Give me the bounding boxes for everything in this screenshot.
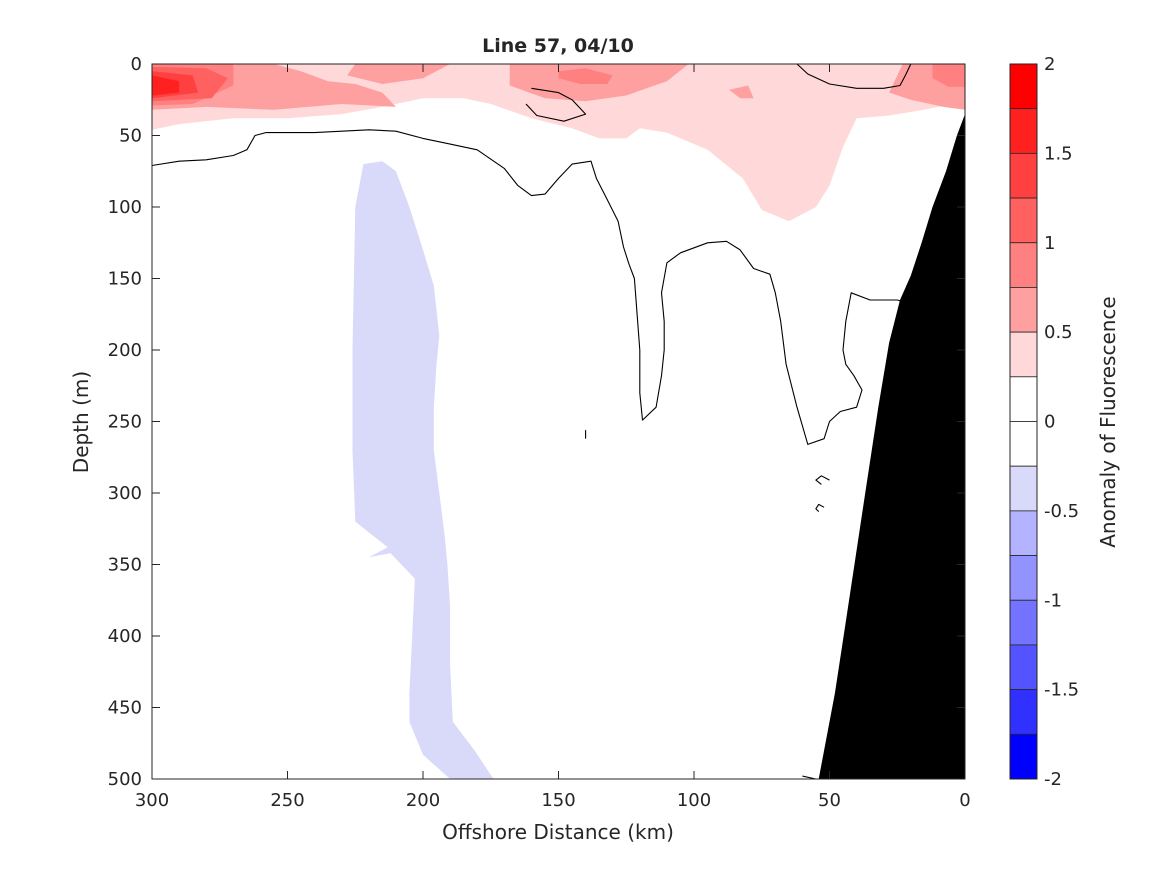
positive-anomaly-0.75-region xyxy=(558,68,613,84)
colorbar-tick-label: -1.5 xyxy=(1044,680,1079,701)
y-tick-label: 100 xyxy=(108,197,142,218)
x-tick-label: 250 xyxy=(270,790,304,811)
colorbar: 2 1.5 1 0.5 0 -0.5 -1 -1.5 -2 xyxy=(1009,54,1079,790)
y-tick-label: 150 xyxy=(108,269,142,290)
colorbar-segment xyxy=(1009,689,1038,735)
colorbar-segment xyxy=(1009,152,1038,199)
colorbar-frame xyxy=(1009,63,1038,780)
x-axis-label: Offshore Distance (km) xyxy=(442,820,674,844)
y-tick-label: 400 xyxy=(108,626,142,647)
colorbar-tick-label: 0.5 xyxy=(1044,322,1073,343)
colorbar-tick-label: -1 xyxy=(1044,590,1062,611)
x-tick-label: 50 xyxy=(818,790,841,811)
negative-anomaly-0.25-region xyxy=(352,161,494,779)
colorbar-segment xyxy=(1009,63,1038,110)
colorbar-segment xyxy=(1009,510,1038,556)
colorbar-segment xyxy=(1009,555,1038,601)
colorbar-segment xyxy=(1009,733,1038,780)
y-tick-label: 450 xyxy=(108,698,142,719)
axis-ticks: 300 250 200 150 100 50 00501001502002503003504… xyxy=(108,54,971,811)
colorbar-segment xyxy=(1009,331,1038,378)
x-tick-label: 300 xyxy=(135,790,169,811)
colorbar-segment xyxy=(1009,108,1038,154)
zero-contour-line xyxy=(796,64,912,89)
y-tick-label: 500 xyxy=(108,769,142,790)
x-tick-label: 100 xyxy=(677,790,711,811)
y-tick-label: 0 xyxy=(131,54,142,75)
zero-contour-line xyxy=(815,503,825,512)
colorbar-tick-label: 1 xyxy=(1044,233,1055,254)
x-tick-label: 0 xyxy=(959,790,970,811)
colorbar-tick-label: -0.5 xyxy=(1044,501,1079,522)
colorbar-segment xyxy=(1009,644,1038,691)
bathymetry-fill xyxy=(818,114,965,779)
colorbar-segment xyxy=(1009,376,1038,422)
colorbar-segment xyxy=(1009,287,1038,333)
y-tick-label: 300 xyxy=(108,483,142,504)
zero-contour-line xyxy=(525,87,587,122)
x-tick-label: 150 xyxy=(541,790,575,811)
positive-anomaly-1.5-region xyxy=(152,75,180,96)
colorbar-segment xyxy=(1009,242,1038,288)
y-tick-label: 250 xyxy=(108,412,142,433)
colorbar-tick-label: 0 xyxy=(1044,412,1055,433)
colorbar-tick-label: 1.5 xyxy=(1044,143,1073,164)
y-tick-label: 50 xyxy=(119,126,142,147)
plot-area xyxy=(152,64,965,779)
colorbar-segment xyxy=(1009,421,1038,467)
zero-contour-line xyxy=(815,475,830,485)
positive-anomaly-0.5-region xyxy=(347,64,451,84)
colorbar-segment xyxy=(1009,197,1038,244)
colorbar-tick-label: 2 xyxy=(1044,54,1055,75)
positive-anomaly-0.75-region xyxy=(932,64,965,87)
colorbar-label: Anomaly of Fluorescence xyxy=(1096,296,1120,547)
colorbar-segment xyxy=(1009,465,1038,512)
x-tick-label: 200 xyxy=(406,790,440,811)
y-axis-label: Depth (m) xyxy=(69,371,93,473)
positive-anomaly-0.5-region xyxy=(729,85,754,99)
y-tick-label: 350 xyxy=(108,555,142,576)
colorbar-tick-label: -2 xyxy=(1044,769,1062,790)
y-tick-label: 200 xyxy=(108,340,142,361)
colorbar-segment xyxy=(1009,599,1038,646)
chart-title: Line 57, 04/10 xyxy=(482,35,634,57)
